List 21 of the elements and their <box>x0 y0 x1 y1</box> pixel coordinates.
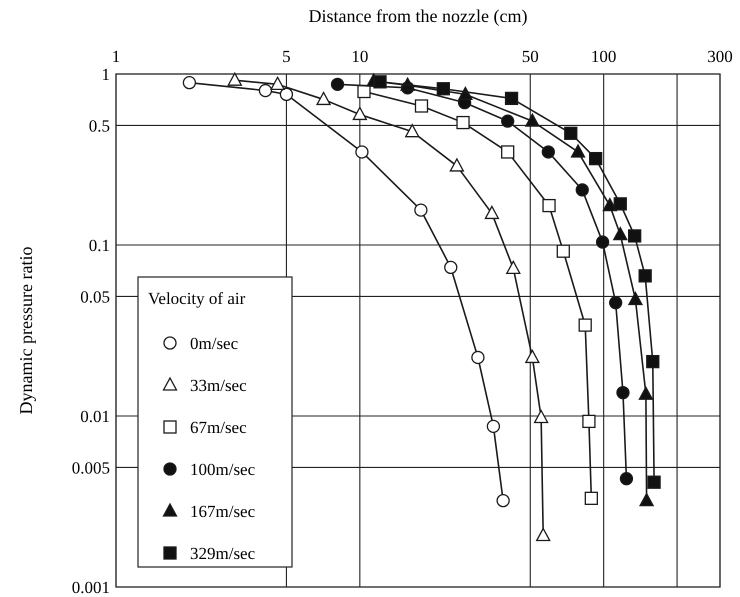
legend-label: 67m/sec <box>190 418 248 437</box>
legend-label: 329m/sec <box>190 544 256 563</box>
y-tick-label: 0.001 <box>72 578 110 597</box>
x-tick-label: 300 <box>707 47 733 66</box>
legend-label: 0m/sec <box>190 334 239 353</box>
legend-label: 167m/sec <box>190 502 256 521</box>
y-tick-label: 0.01 <box>80 406 110 426</box>
legend-label: 100m/sec <box>190 460 256 479</box>
x-tick-label: 50 <box>522 47 539 66</box>
y-tick-label: 0.1 <box>88 236 110 255</box>
y-tick-label: 0.05 <box>80 287 110 306</box>
legend-label: 33m/sec <box>190 376 248 395</box>
x-tick-label: 10 <box>351 47 368 66</box>
legend-title: Velocity of air <box>148 289 246 308</box>
y-tick-label: 0.5 <box>88 116 110 136</box>
y-tick-label: 1 <box>102 64 110 84</box>
x-axis-title: Distance from the nozzle (cm) <box>308 6 528 26</box>
x-tick-label: 5 <box>282 47 291 66</box>
y-tick-label: 0.005 <box>72 458 110 478</box>
x-tick-label: 100 <box>590 47 616 66</box>
y-axis-title: Dynamic pressure ratio <box>16 246 36 414</box>
